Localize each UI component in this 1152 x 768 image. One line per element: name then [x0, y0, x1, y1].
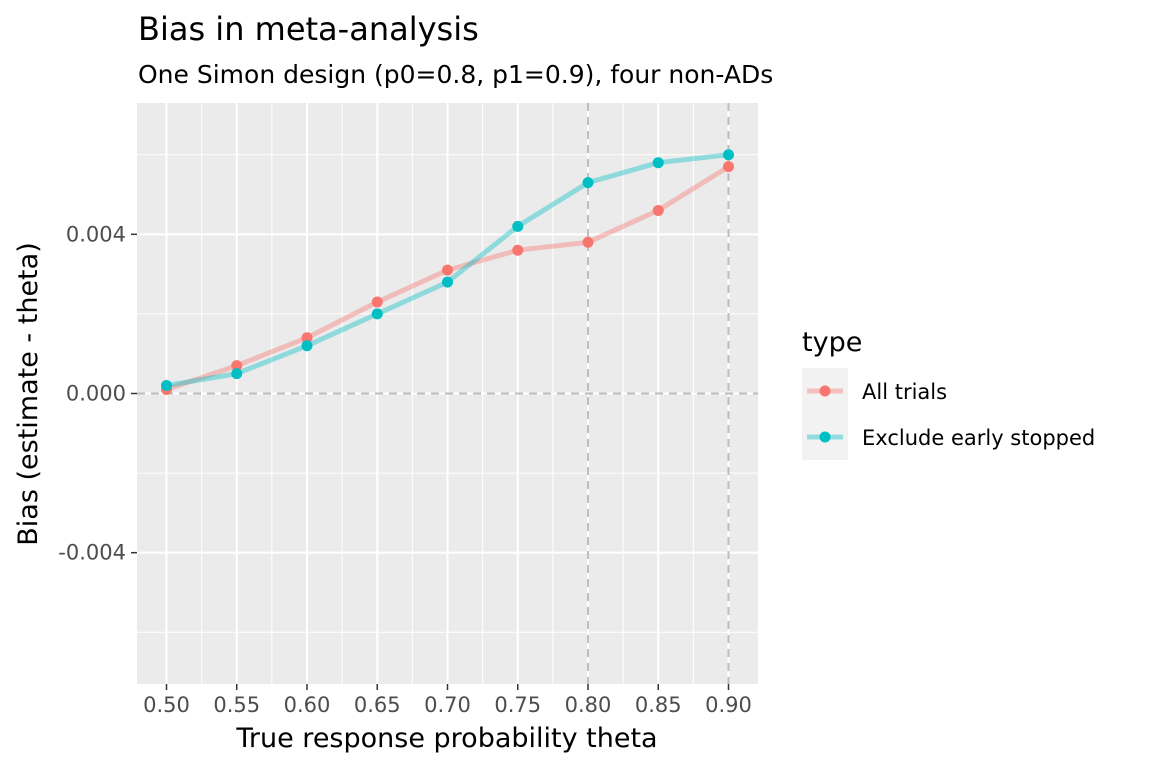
x-tick-label: 0.60 — [284, 693, 331, 717]
y-axis: -0.004 0.000 0.004 — [58, 222, 137, 565]
series-2-point — [161, 380, 173, 392]
series-1-point — [231, 360, 243, 372]
legend: type All trials Exclude early stopped — [802, 327, 1095, 460]
series-1-point — [652, 204, 664, 216]
series-1-point — [301, 332, 313, 344]
x-tick-label: 0.65 — [354, 693, 401, 717]
y-tick-label: 0.000 — [66, 382, 126, 406]
series-1-point — [582, 236, 594, 248]
legend-item-2: Exclude early stopped — [802, 414, 1095, 460]
series-2-point — [512, 220, 524, 232]
series-2-point — [442, 276, 453, 288]
reference-lines — [137, 103, 758, 684]
y-tick-label: -0.004 — [58, 541, 126, 565]
legend-label: All trials — [862, 380, 947, 404]
series-2-point — [722, 149, 734, 161]
y-axis-title: Bias (estimate - theta) — [13, 242, 44, 545]
legend-label: Exclude early stopped — [862, 426, 1095, 450]
series-2-point — [582, 177, 594, 189]
x-tick-label: 0.70 — [424, 693, 471, 717]
series-1-point — [371, 296, 383, 308]
series-1-point — [442, 264, 453, 276]
x-tick-label: 0.80 — [565, 693, 612, 717]
x-axis: 0.50 0.55 0.60 0.65 0.70 0.75 0.80 0.85 0.90 — [143, 684, 752, 717]
series-1-point — [512, 244, 524, 256]
legend-key-point — [819, 385, 831, 397]
series-1-point — [722, 161, 734, 173]
x-tick-label: 0.75 — [494, 693, 541, 717]
series-2-point — [231, 368, 243, 380]
x-axis-title: True response probability theta — [235, 723, 657, 754]
legend-item-1: All trials — [802, 368, 947, 414]
x-tick-label: 0.90 — [705, 693, 752, 717]
series-points — [161, 149, 734, 396]
chart-subtitle: One Simon design (p0=0.8, p1=0.9), four … — [138, 60, 773, 89]
chart-title: Bias in meta-analysis — [138, 10, 479, 48]
legend-title: type — [802, 327, 862, 358]
x-tick-label: 0.50 — [143, 693, 190, 717]
x-tick-label: 0.85 — [635, 693, 682, 717]
series-2-point — [371, 308, 383, 320]
series-2-point — [301, 340, 313, 352]
x-tick-label: 0.55 — [213, 693, 260, 717]
series-2-point — [652, 157, 664, 169]
y-tick-label: 0.004 — [66, 222, 126, 246]
legend-key-point — [819, 431, 831, 443]
